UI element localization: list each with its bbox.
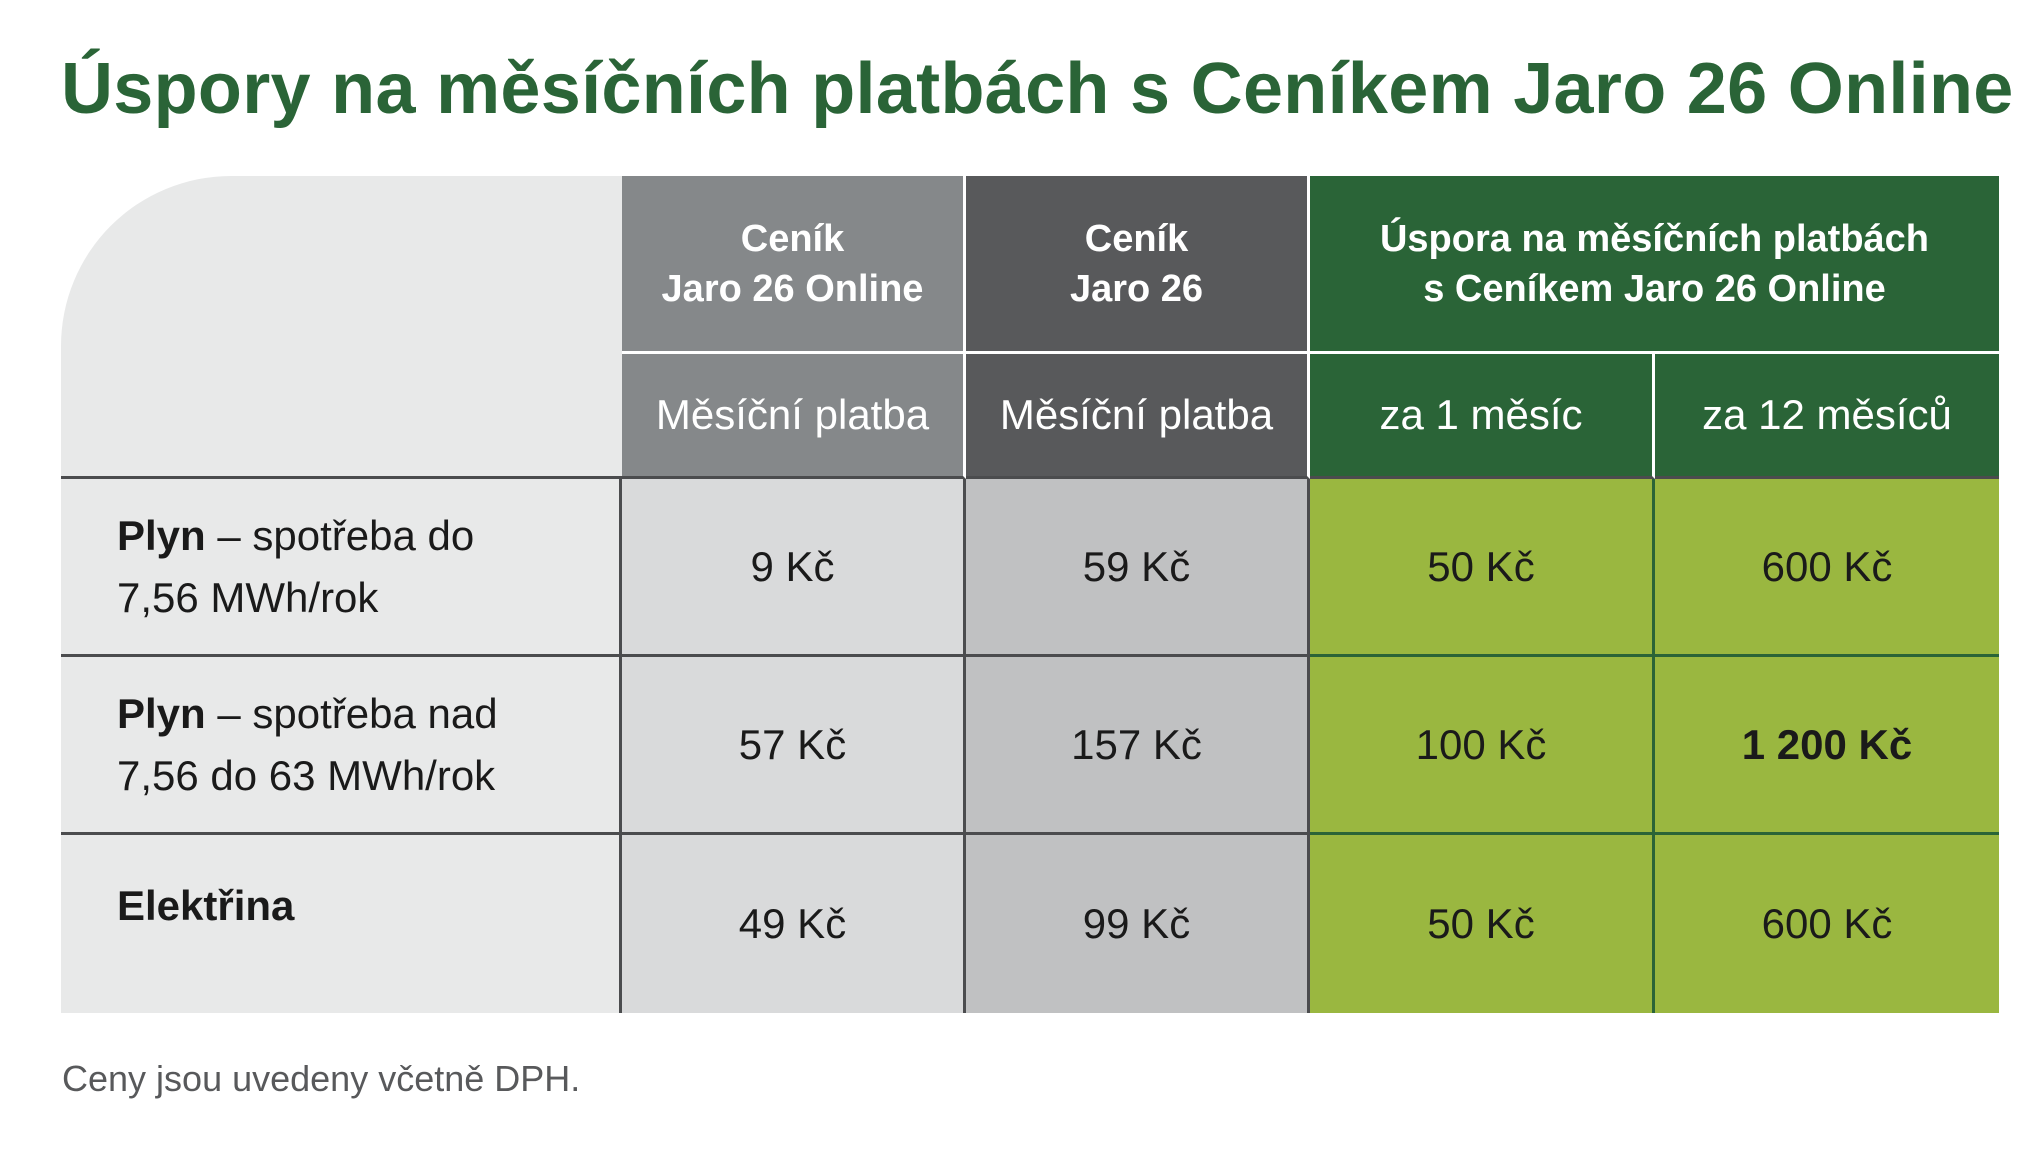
header-savings-line2: s Ceníkem Jaro 26 Online [1423, 267, 1886, 310]
subheader-savings-12-months: za 12 měsíců [1655, 354, 1999, 479]
row-label-gas-high: Plyn – spotřeba nad 7,56 do 63 MWh/rok [61, 657, 622, 835]
row-label-bold: Elektřina [117, 882, 295, 929]
header-online-line2: Jaro 26 Online [661, 267, 924, 310]
row-label-electricity: Elektřina [61, 835, 622, 1013]
row-label-line2: 7,56 do 63 MWh/rok [117, 751, 496, 799]
row-label-line2: 7,56 MWh/rok [117, 573, 379, 621]
subheader-jaro-monthly: Měsíční platba [966, 354, 1310, 479]
row-label-rest: – spotřeba do [205, 511, 475, 559]
header-online-pricelist: Ceník Jaro 26 Online [622, 176, 966, 354]
page-title: Úspory na měsíčních platbách s Ceníkem J… [61, 49, 2014, 129]
cell-online-price: 57 Kč [622, 657, 966, 835]
header-savings-line1: Úspora na měsíčních platbách [1379, 217, 1930, 260]
vat-footnote: Ceny jsou uvedeny včetně DPH. [62, 1058, 581, 1099]
row-label-bold: Plyn [117, 689, 206, 737]
cell-jaro-price: 99 Kč [966, 835, 1310, 1013]
subheader-savings-1-month: za 1 měsíc [1310, 354, 1655, 479]
savings-table: Ceník Jaro 26 Online Ceník Jaro 26 Úspor… [61, 176, 2003, 1013]
row-label-bold: Plyn [117, 511, 206, 559]
cell-savings-1-month: 50 Kč [1310, 835, 1655, 1013]
row-label-gas-low: Plyn – spotřeba do 7,56 MWh/rok [61, 479, 622, 657]
cell-savings-1-month: 50 Kč [1310, 479, 1655, 657]
header-jaro-line1: Ceník [1084, 217, 1189, 260]
cell-savings-12-months: 600 Kč [1655, 835, 1999, 1013]
header-jaro-pricelist: Ceník Jaro 26 [966, 176, 1310, 354]
cell-savings-12-months: 600 Kč [1655, 479, 1999, 657]
header-savings: Úspora na měsíčních platbách s Ceníkem J… [1310, 176, 1999, 354]
subheader-online-monthly: Měsíční platba [622, 354, 966, 479]
row-label-rest: – spotřeba nad [205, 689, 498, 737]
cell-jaro-price: 157 Kč [966, 657, 1310, 835]
header-online-line1: Ceník [740, 217, 845, 260]
cell-savings-12-months: 1 200 Kč [1655, 657, 1999, 835]
header-jaro-line2: Jaro 26 [1069, 267, 1204, 310]
cell-savings-1-month: 100 Kč [1310, 657, 1655, 835]
cell-jaro-price: 59 Kč [966, 479, 1310, 657]
cell-online-price: 49 Kč [622, 835, 966, 1013]
cell-online-price: 9 Kč [622, 479, 966, 657]
table-corner [61, 176, 622, 479]
